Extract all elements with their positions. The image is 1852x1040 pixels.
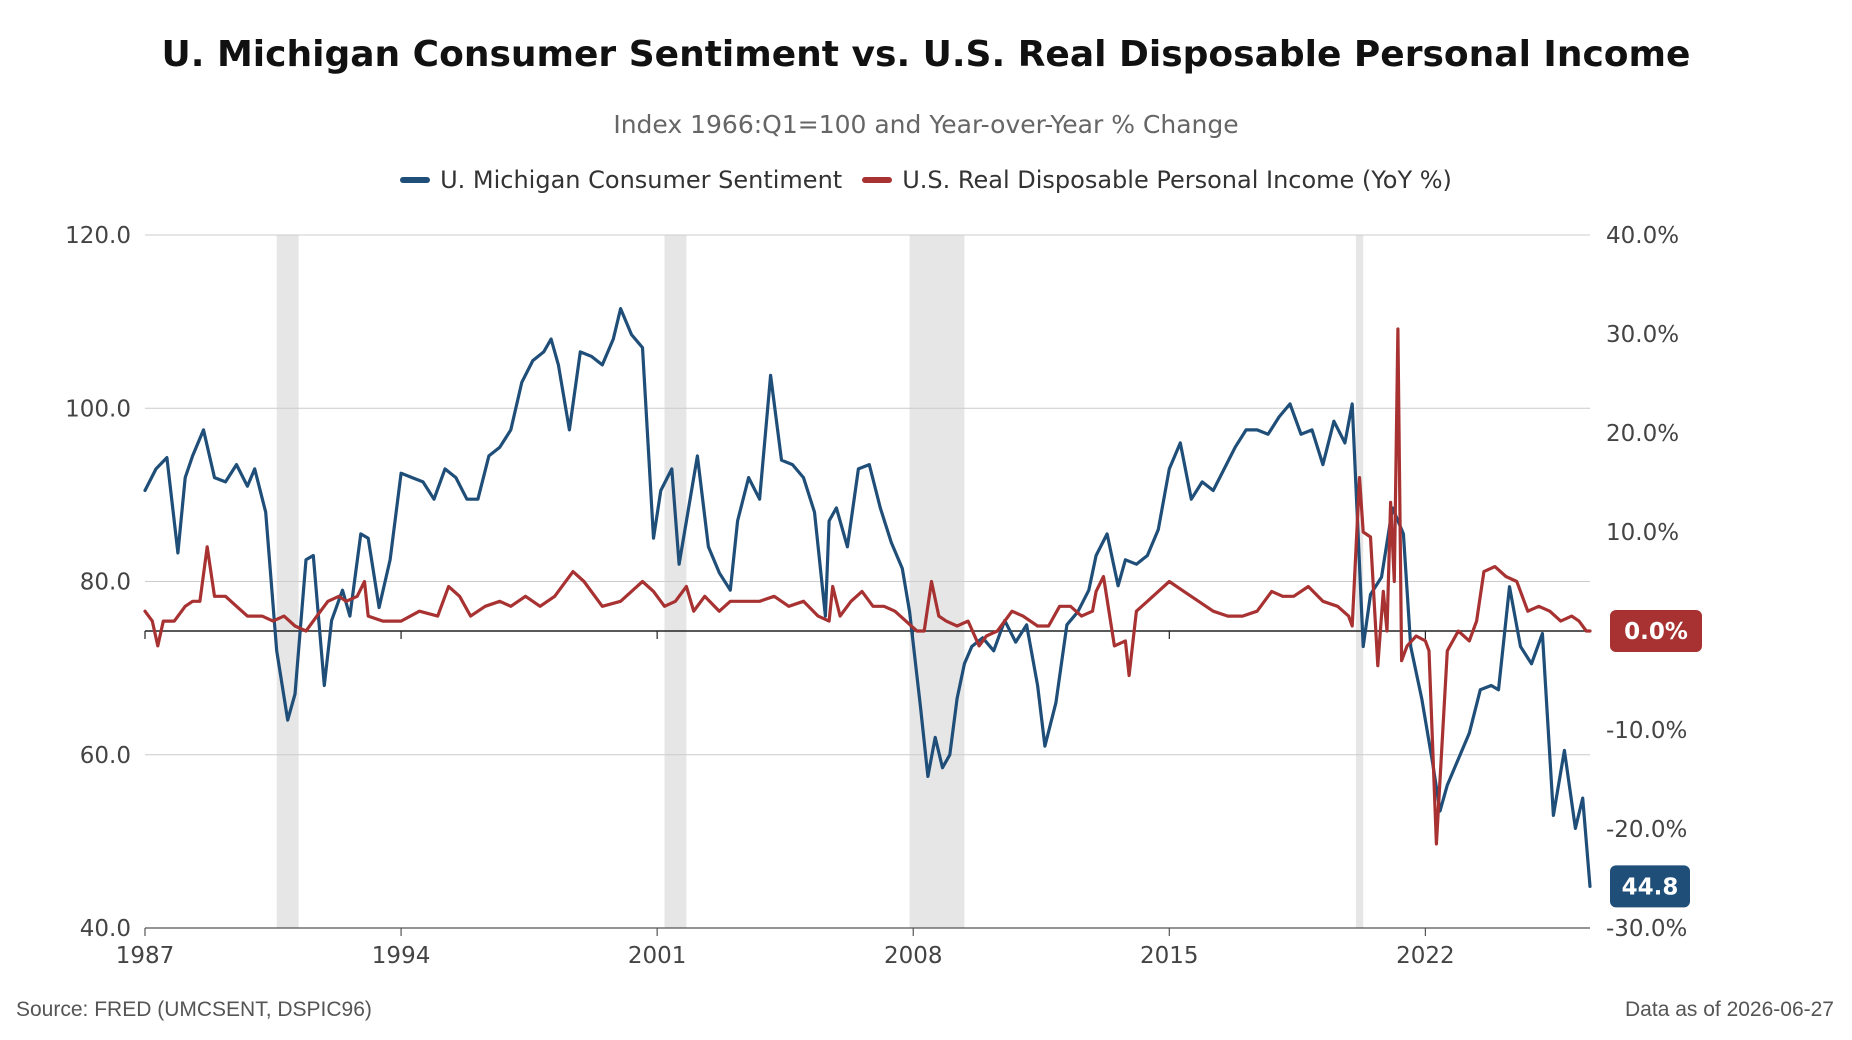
y-left-tick-label-1: 60.0 xyxy=(80,743,131,769)
y-left-tick-label-0: 40.0 xyxy=(80,916,131,942)
income-line xyxy=(143,327,1592,846)
y-right-tick-label-0: -30.0% xyxy=(1606,916,1687,942)
x-tick-label-3: 2008 xyxy=(884,943,943,969)
legend-item-income[interactable]: U.S. Real Disposable Personal Income (Yo… xyxy=(862,166,1452,194)
x-tick-label-2: 2001 xyxy=(628,943,687,969)
income-last-value-label: 0.0% xyxy=(1624,619,1688,645)
y-right-tick-label-1: -20.0% xyxy=(1606,817,1687,843)
source-note: Source: FRED (UMCSENT, DSPIC96) xyxy=(16,998,372,1021)
axes: 40.0 60.0 80.0 100.0 120.0 -30.0% -20.0% -10.0%… xyxy=(65,223,1687,969)
y-right-tick-label-4: 10.0% xyxy=(1606,520,1679,546)
y-right-tick-label-2: -10.0% xyxy=(1606,718,1687,744)
sentiment-last-value-label: 44.8 xyxy=(1622,874,1679,900)
y-right-tick-label-6: 30.0% xyxy=(1606,322,1679,348)
y-left-tick-label-4: 120.0 xyxy=(65,223,131,249)
x-tick-label-1: 1994 xyxy=(372,943,431,969)
income-last-value-badge xyxy=(1610,610,1702,652)
y-right-tick-label-7: 40.0% xyxy=(1606,223,1679,249)
legend-item-sentiment[interactable]: U. Michigan Consumer Sentiment xyxy=(400,166,842,194)
sentiment-line xyxy=(143,307,1592,889)
series-lines xyxy=(143,307,1592,889)
chart-subtitle: Index 1966:Q1=100 and Year-over-Year % C… xyxy=(613,110,1239,139)
sentiment-last-value-badge xyxy=(1610,865,1690,908)
last-value-badges: 0.0% 44.8 xyxy=(1610,610,1702,908)
legend-swatch-sentiment xyxy=(400,177,431,183)
x-tick-label-0: 1987 xyxy=(116,943,175,969)
x-tick-label-4: 2015 xyxy=(1140,943,1199,969)
y-left-tick-label-3: 100.0 xyxy=(65,396,131,422)
y-right-tick-label-5: 20.0% xyxy=(1606,421,1679,447)
chart-title: U. Michigan Consumer Sentiment vs. U.S. … xyxy=(161,34,1691,75)
legend-swatch-income xyxy=(862,177,893,183)
y-left-tick-label-2: 80.0 xyxy=(80,570,131,596)
legend-label-sentiment: U. Michigan Consumer Sentiment xyxy=(440,166,843,194)
chart-legend: U. Michigan Consumer Sentiment U.S. Real… xyxy=(0,166,1852,194)
legend-label-income: U.S. Real Disposable Personal Income (Yo… xyxy=(902,166,1452,194)
data-date-note: Data as of 2026-06-27 xyxy=(1625,998,1834,1021)
x-tick-label-5: 2022 xyxy=(1396,943,1455,969)
